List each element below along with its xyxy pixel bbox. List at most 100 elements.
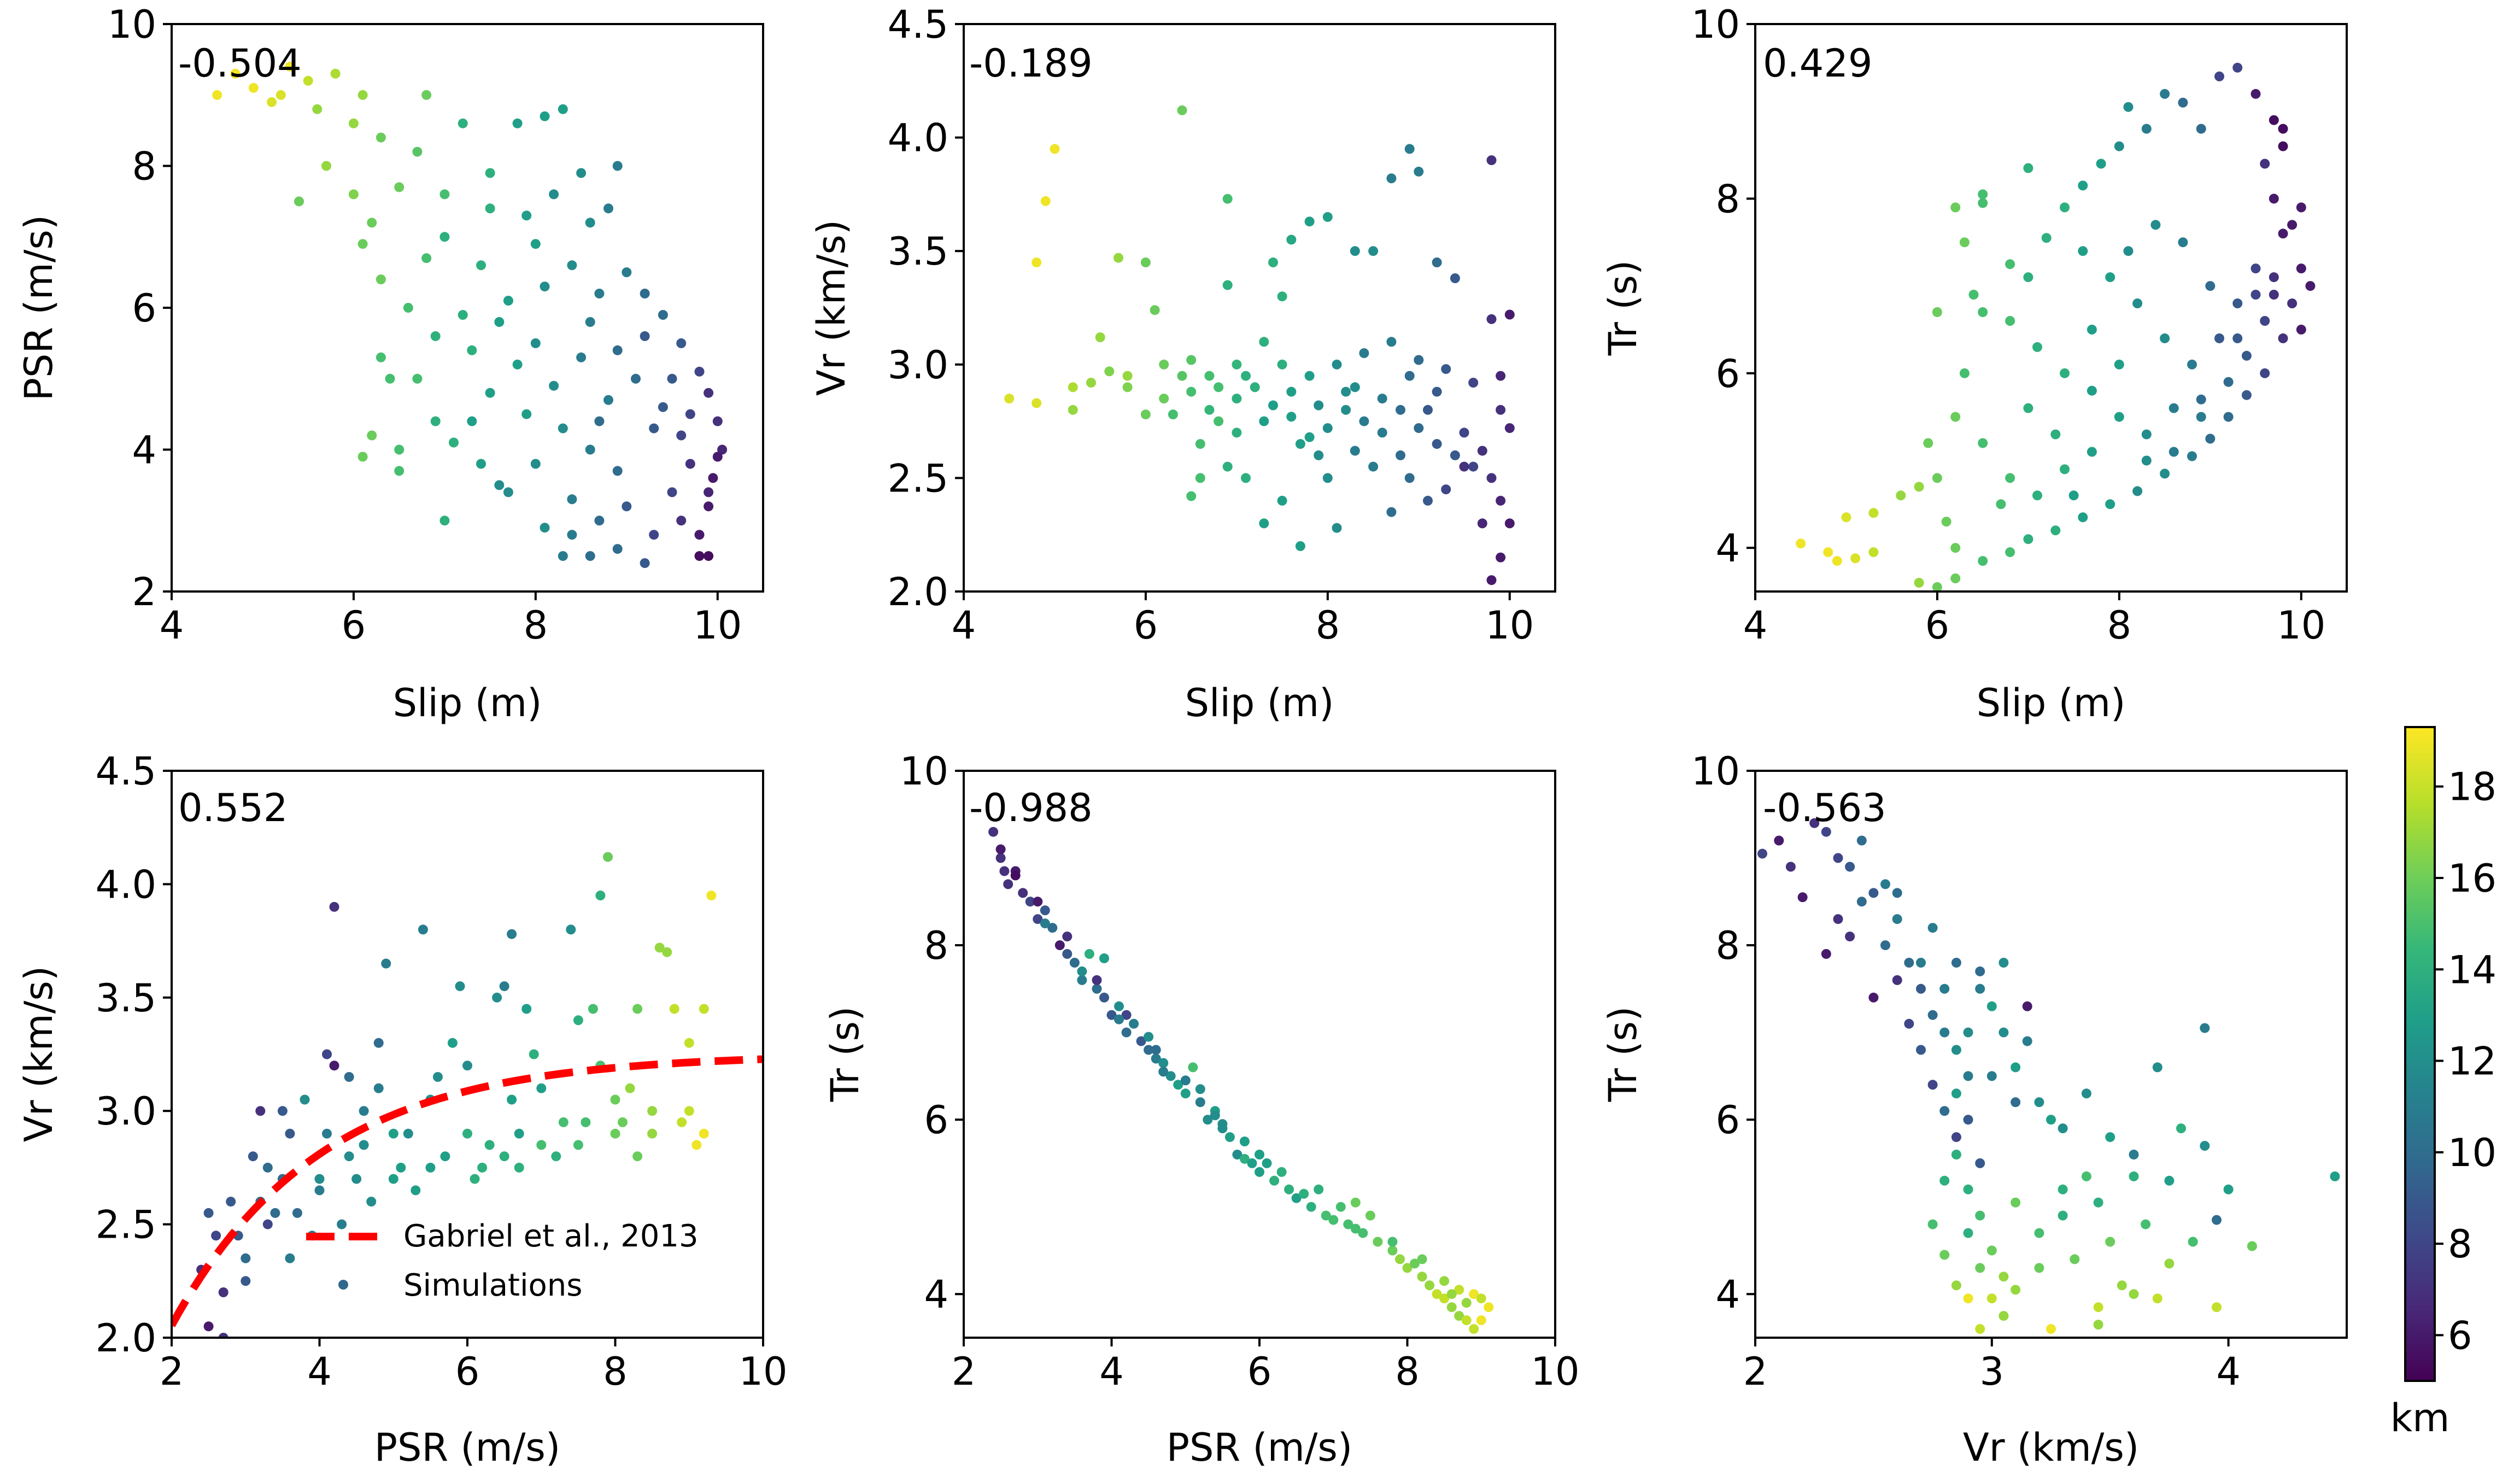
data-point <box>1054 940 1065 951</box>
data-point <box>1222 280 1233 290</box>
data-point <box>476 260 486 271</box>
data-point <box>1241 473 1251 483</box>
data-point <box>300 1094 310 1105</box>
data-point <box>2296 263 2306 274</box>
y-tick-label: 8 <box>924 923 948 968</box>
data-point <box>1441 484 1451 495</box>
data-point <box>277 1106 288 1116</box>
data-point <box>585 317 595 327</box>
data-point <box>1896 490 1906 501</box>
data-point <box>1151 1045 1161 1055</box>
data-point <box>211 1231 221 1241</box>
data-point <box>2223 1184 2234 1194</box>
y-tick-label: 6 <box>1715 1098 1740 1143</box>
data-point <box>2278 124 2288 134</box>
data-point <box>367 430 377 441</box>
data-point <box>1040 918 1050 929</box>
data-point <box>1188 1062 1198 1073</box>
data-point <box>685 459 695 469</box>
y-tick-label: 2.5 <box>96 1203 156 1247</box>
data-point <box>2187 359 2197 370</box>
data-point <box>1277 359 1287 370</box>
data-point <box>658 402 668 412</box>
data-point <box>477 1162 488 1173</box>
data-point <box>337 1219 347 1229</box>
data-point <box>2078 246 2088 256</box>
data-point <box>1286 412 1297 422</box>
data-point <box>1377 394 1387 404</box>
data-point <box>1259 337 1269 347</box>
data-point <box>1423 405 1433 415</box>
data-point <box>1785 862 1796 872</box>
x-axis-ticks: 2 3 4 <box>1743 1338 2241 1394</box>
data-point <box>2278 333 2288 343</box>
data-point <box>1410 1258 1420 1269</box>
data-point <box>1939 1106 1950 1116</box>
data-point <box>1978 307 1988 317</box>
data-point <box>1469 1289 1479 1299</box>
data-point <box>230 68 241 79</box>
data-point <box>1856 835 1867 846</box>
data-point <box>1350 1197 1361 1208</box>
data-point <box>540 111 550 121</box>
data-point <box>2087 447 2097 457</box>
data-point <box>594 289 605 298</box>
x-tick-label: 2 <box>952 1349 976 1394</box>
data-point <box>255 1106 266 1116</box>
y-axis-label: Vr (km/s) <box>16 966 61 1142</box>
data-point <box>403 1128 413 1139</box>
y-axis-ticks: 4 6 8 10 <box>1691 2 1755 571</box>
data-point <box>344 1151 354 1162</box>
data-point <box>2278 141 2288 151</box>
data-point <box>2287 220 2298 230</box>
data-point <box>2196 124 2206 134</box>
data-point <box>667 487 677 497</box>
data-point <box>1459 427 1469 438</box>
data-point <box>1180 1075 1191 1086</box>
data-point <box>1454 1311 1464 1321</box>
data-point <box>2060 368 2070 378</box>
data-point <box>2114 359 2124 370</box>
x-axis-ticks: 2 4 6 8 10 <box>160 1338 788 1394</box>
data-point <box>2023 403 2033 413</box>
data-point <box>1951 1088 1961 1099</box>
data-point <box>1277 291 1287 302</box>
data-point <box>699 1128 709 1139</box>
data-point <box>1341 405 1351 415</box>
data-point <box>322 1128 332 1139</box>
data-point <box>507 929 517 939</box>
data-point <box>1927 1219 1938 1229</box>
gabriel-2013-curve <box>172 1055 763 1327</box>
data-point <box>2114 412 2124 422</box>
y-axis-ticks: 4 6 8 10 <box>1691 749 1755 1317</box>
data-point <box>2034 1228 2044 1238</box>
data-point <box>1232 359 1242 370</box>
data-point <box>1950 412 1961 422</box>
data-point <box>1129 1018 1139 1029</box>
data-point <box>2232 298 2243 308</box>
data-point <box>2160 468 2170 479</box>
data-point <box>303 75 313 86</box>
data-point <box>1477 446 1487 456</box>
data-point <box>2032 490 2042 501</box>
data-point <box>458 118 468 128</box>
data-point <box>2164 1175 2175 1186</box>
data-point <box>530 239 541 249</box>
data-point <box>2081 1088 2091 1099</box>
y-tick-label: 4 <box>132 428 156 473</box>
x-tick-label: 4 <box>160 603 184 648</box>
data-point <box>1386 173 1397 184</box>
data-point <box>622 501 632 512</box>
data-point <box>1255 1167 1264 1177</box>
data-point <box>1373 1237 1383 1247</box>
data-point <box>1259 518 1269 529</box>
data-point <box>1868 547 1879 558</box>
data-point <box>603 203 613 214</box>
x-tick-label: 6 <box>1247 1349 1272 1394</box>
data-point <box>1291 1193 1302 1203</box>
data-point <box>1104 366 1115 377</box>
data-point <box>512 118 523 128</box>
data-point <box>276 90 286 100</box>
data-point <box>2141 455 2152 466</box>
data-point <box>1417 1254 1427 1264</box>
